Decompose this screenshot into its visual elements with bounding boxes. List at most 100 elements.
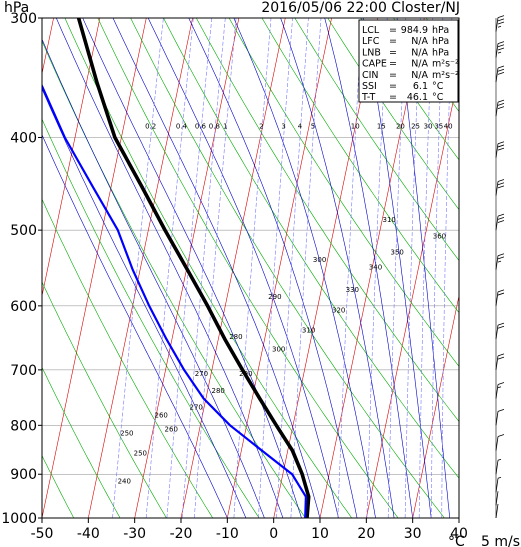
isotherm: [42, 18, 147, 518]
theta-label: 270: [190, 403, 203, 411]
wind-barb: [495, 99, 505, 117]
stats-value: N/A: [411, 47, 428, 58]
wind-profile: [495, 15, 505, 519]
theta-label: 280: [212, 387, 225, 395]
isotherm: [412, 294, 459, 518]
wind-barb: [495, 353, 505, 370]
y-axis: 300 400 500 600 700 800 900 1000: [1, 11, 42, 527]
moist-adiabat: [112, 18, 321, 518]
moist-adiabat: [363, 18, 432, 518]
isotherm: [227, 18, 332, 518]
wind-barb: [495, 213, 505, 231]
isotherm: [0, 18, 7, 518]
dry-adiabat: [228, 18, 459, 367]
theta-label: 310: [302, 327, 315, 335]
moist-adiabat: [233, 18, 376, 518]
stats-unit: hPa: [432, 25, 449, 36]
moist-adiabat: [42, 133, 228, 518]
stats-eq: =: [389, 59, 397, 70]
stats-unit: hPa: [432, 47, 449, 58]
wind-barb: [495, 15, 505, 32]
theta-label: 240: [118, 477, 131, 485]
isotherm: [88, 18, 193, 518]
stats-row: T-T = 46.1 °C: [361, 92, 444, 103]
mixing-ratio-line: [366, 18, 388, 518]
wind-barbs: [495, 15, 505, 519]
y-tick-label: 700: [10, 363, 37, 379]
stats-unit: °C: [432, 92, 444, 103]
x-tick-label: -30: [123, 526, 146, 542]
x-tick-label: -10: [216, 526, 239, 542]
wind-barb: [495, 322, 505, 340]
mixing-ratio-line: [181, 18, 226, 518]
chart-title: 2016/05/06 22:00 Closter/NJ: [261, 0, 460, 16]
stats-value: N/A: [411, 36, 428, 47]
stats-label: CIN: [362, 70, 379, 81]
theta-label: 250: [134, 449, 147, 457]
stats-value: N/A: [411, 70, 428, 81]
x-tick-label: -20: [170, 526, 193, 542]
dry-adiabat: [42, 454, 74, 518]
stats-row: LNB = N/A hPa: [362, 47, 449, 58]
stats-label: LCL: [362, 25, 380, 36]
dry-adiabat: [261, 18, 459, 314]
stats-unit: °C: [432, 81, 444, 92]
x-unit-label: °C: [448, 534, 465, 547]
dry-adiabat: [0, 18, 27, 518]
wind-barb: [495, 253, 505, 270]
moist-adiabat: [147, 18, 339, 518]
mixing-ratio-line: [233, 18, 272, 518]
moist-adiabat: [280, 18, 395, 518]
mixing-ratio-label: 4: [298, 122, 303, 130]
stats-label: SSI: [362, 81, 377, 92]
dry-adiabat: [163, 18, 459, 479]
stats-unit: m²s⁻²: [432, 59, 459, 70]
stats-eq: =: [389, 70, 397, 81]
stats-unit: m²s⁻²: [432, 70, 459, 81]
moist-adiabat: [42, 88, 247, 518]
stats-label: T-T: [361, 92, 375, 103]
mixing-ratio-label: 1: [223, 122, 227, 130]
mixing-ratio-label: 2: [259, 122, 263, 130]
y-tick-label: 300: [10, 11, 37, 27]
wind-barb: [495, 179, 505, 196]
wind-barb: [495, 41, 505, 58]
wind-scale-label: 5 m/s: [481, 534, 520, 547]
wind-barb: [495, 141, 505, 158]
wind-barb: [495, 503, 499, 519]
dry-adiabat: [42, 281, 167, 518]
dry-adiabat: [458, 18, 459, 19]
theta-label: 320: [332, 307, 345, 315]
mixing-ratio-line: [290, 18, 322, 518]
moist-adiabat: [188, 18, 358, 518]
mixing-ratio-label: 3: [281, 122, 285, 130]
mixing-ratio-line: [430, 18, 444, 518]
wind-barb: [495, 289, 505, 306]
stats-row: CAPE = N/A m²s⁻²: [362, 59, 459, 70]
theta-label: 270: [195, 370, 208, 378]
stats-eq: =: [389, 81, 397, 92]
dry-adiabat: [42, 366, 121, 518]
moist-adiabat: [324, 18, 413, 518]
stats-eq: =: [389, 36, 397, 47]
dry-adiabat: [97, 18, 399, 518]
mixing-ratio-label: 30: [424, 122, 433, 130]
stats-label: CAPE: [362, 59, 387, 70]
x-axis: -50 -40 -30 -20 -10 0 10 20 30 40: [31, 518, 468, 542]
stats-row: LCL = 984.9 hPa: [362, 25, 449, 36]
x-tick-label: 40: [450, 526, 468, 542]
stats-label: LNB: [362, 47, 381, 58]
mixing-ratio-line: [276, 18, 309, 518]
stats-row: LFC = N/A hPa: [362, 36, 449, 47]
isotherm: [458, 516, 459, 518]
wind-barb: [495, 476, 502, 493]
moist-adiabat: [56, 18, 284, 518]
mixing-ratio-line: [404, 18, 421, 518]
dry-adiabat: [327, 18, 459, 211]
wind-barb: [495, 382, 505, 399]
moist-adiabat: [396, 18, 450, 518]
y-tick-label: 500: [10, 223, 37, 239]
sounding-profiles: [42, 18, 311, 518]
dry-adiabat: [294, 18, 459, 262]
